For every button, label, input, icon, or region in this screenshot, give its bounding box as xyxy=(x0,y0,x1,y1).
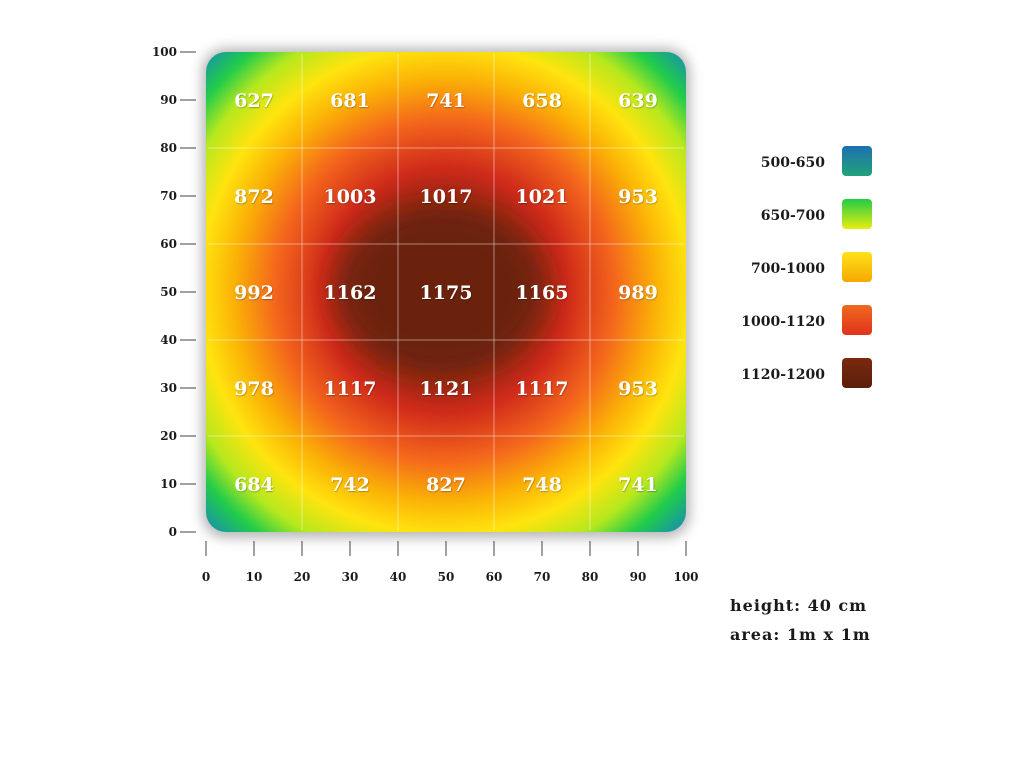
y-tick-label: 50 xyxy=(160,285,177,299)
heat-core xyxy=(335,208,545,372)
cell-value: 1003 xyxy=(324,186,377,208)
legend-label: 1120-1200 xyxy=(741,367,825,383)
cell-value: 1017 xyxy=(420,186,473,208)
cell-value: 1175 xyxy=(420,282,473,304)
cell-value: 992 xyxy=(234,282,274,304)
cell-value: 748 xyxy=(522,474,562,496)
x-tick-label: 30 xyxy=(342,570,359,584)
cell-values: 627 681 741 658 639 872 1003 1017 1021 953 992 1162… xyxy=(234,90,658,496)
y-tick-label: 60 xyxy=(160,237,177,251)
y-tick-label: 0 xyxy=(169,525,177,539)
cell-value: 1117 xyxy=(324,378,377,400)
y-tick-label: 90 xyxy=(160,93,177,107)
y-tick-label: 40 xyxy=(160,333,177,347)
legend-label: 1000-1120 xyxy=(741,314,825,330)
cell-value: 741 xyxy=(618,474,658,496)
cell-value: 684 xyxy=(234,474,274,496)
grid-lines xyxy=(208,54,684,530)
cell-value: 742 xyxy=(330,474,370,496)
cell-value: 953 xyxy=(618,186,658,208)
area-note: area: 1m x 1m xyxy=(730,625,871,644)
cell-value: 1162 xyxy=(324,282,377,304)
y-tick-label: 100 xyxy=(152,45,177,59)
cell-value: 1121 xyxy=(420,378,473,400)
axes: 0 10 20 30 40 50 60 70 80 90 100 0 10 20 30 40 50 60 70 80 9… xyxy=(152,45,699,584)
cell-value: 741 xyxy=(426,90,466,112)
legend-swatch xyxy=(842,146,872,176)
legend: 500-650 650-700 700-1000 1000-1120 1120-1200 xyxy=(741,146,872,388)
x-tick-label: 80 xyxy=(582,570,599,584)
y-tick-label: 80 xyxy=(160,141,177,155)
legend-label: 700-1000 xyxy=(751,261,825,277)
x-tick-label: 90 xyxy=(630,570,647,584)
cell-value: 1117 xyxy=(516,378,569,400)
cell-value: 989 xyxy=(618,282,658,304)
cell-value: 953 xyxy=(618,378,658,400)
cell-value: 1021 xyxy=(516,186,569,208)
cell-value: 627 xyxy=(234,90,274,112)
y-tick-label: 30 xyxy=(160,381,177,395)
cell-value: 872 xyxy=(234,186,274,208)
legend-swatch xyxy=(842,199,872,229)
y-tick-label: 20 xyxy=(160,429,177,443)
x-tick-label: 50 xyxy=(438,570,455,584)
x-tick-label: 70 xyxy=(534,570,551,584)
x-tick-label: 40 xyxy=(390,570,407,584)
height-note: height: 40 cm xyxy=(730,596,867,615)
cell-value: 658 xyxy=(522,90,562,112)
y-tick-label: 70 xyxy=(160,189,177,203)
legend-swatch xyxy=(842,252,872,282)
cell-value: 827 xyxy=(426,474,466,496)
x-tick-label: 100 xyxy=(673,570,698,584)
legend-swatch xyxy=(842,358,872,388)
cell-value: 681 xyxy=(330,90,370,112)
legend-label: 650-700 xyxy=(761,208,826,224)
legend-label: 500-650 xyxy=(761,155,826,171)
legend-swatch xyxy=(842,305,872,335)
y-tick-label: 10 xyxy=(160,477,177,491)
cell-value: 639 xyxy=(618,90,658,112)
x-tick-label: 60 xyxy=(486,570,503,584)
cell-value: 1165 xyxy=(516,282,569,304)
x-tick-label: 20 xyxy=(294,570,311,584)
x-tick-label: 0 xyxy=(202,570,210,584)
x-tick-label: 10 xyxy=(246,570,263,584)
cell-value: 978 xyxy=(234,378,274,400)
